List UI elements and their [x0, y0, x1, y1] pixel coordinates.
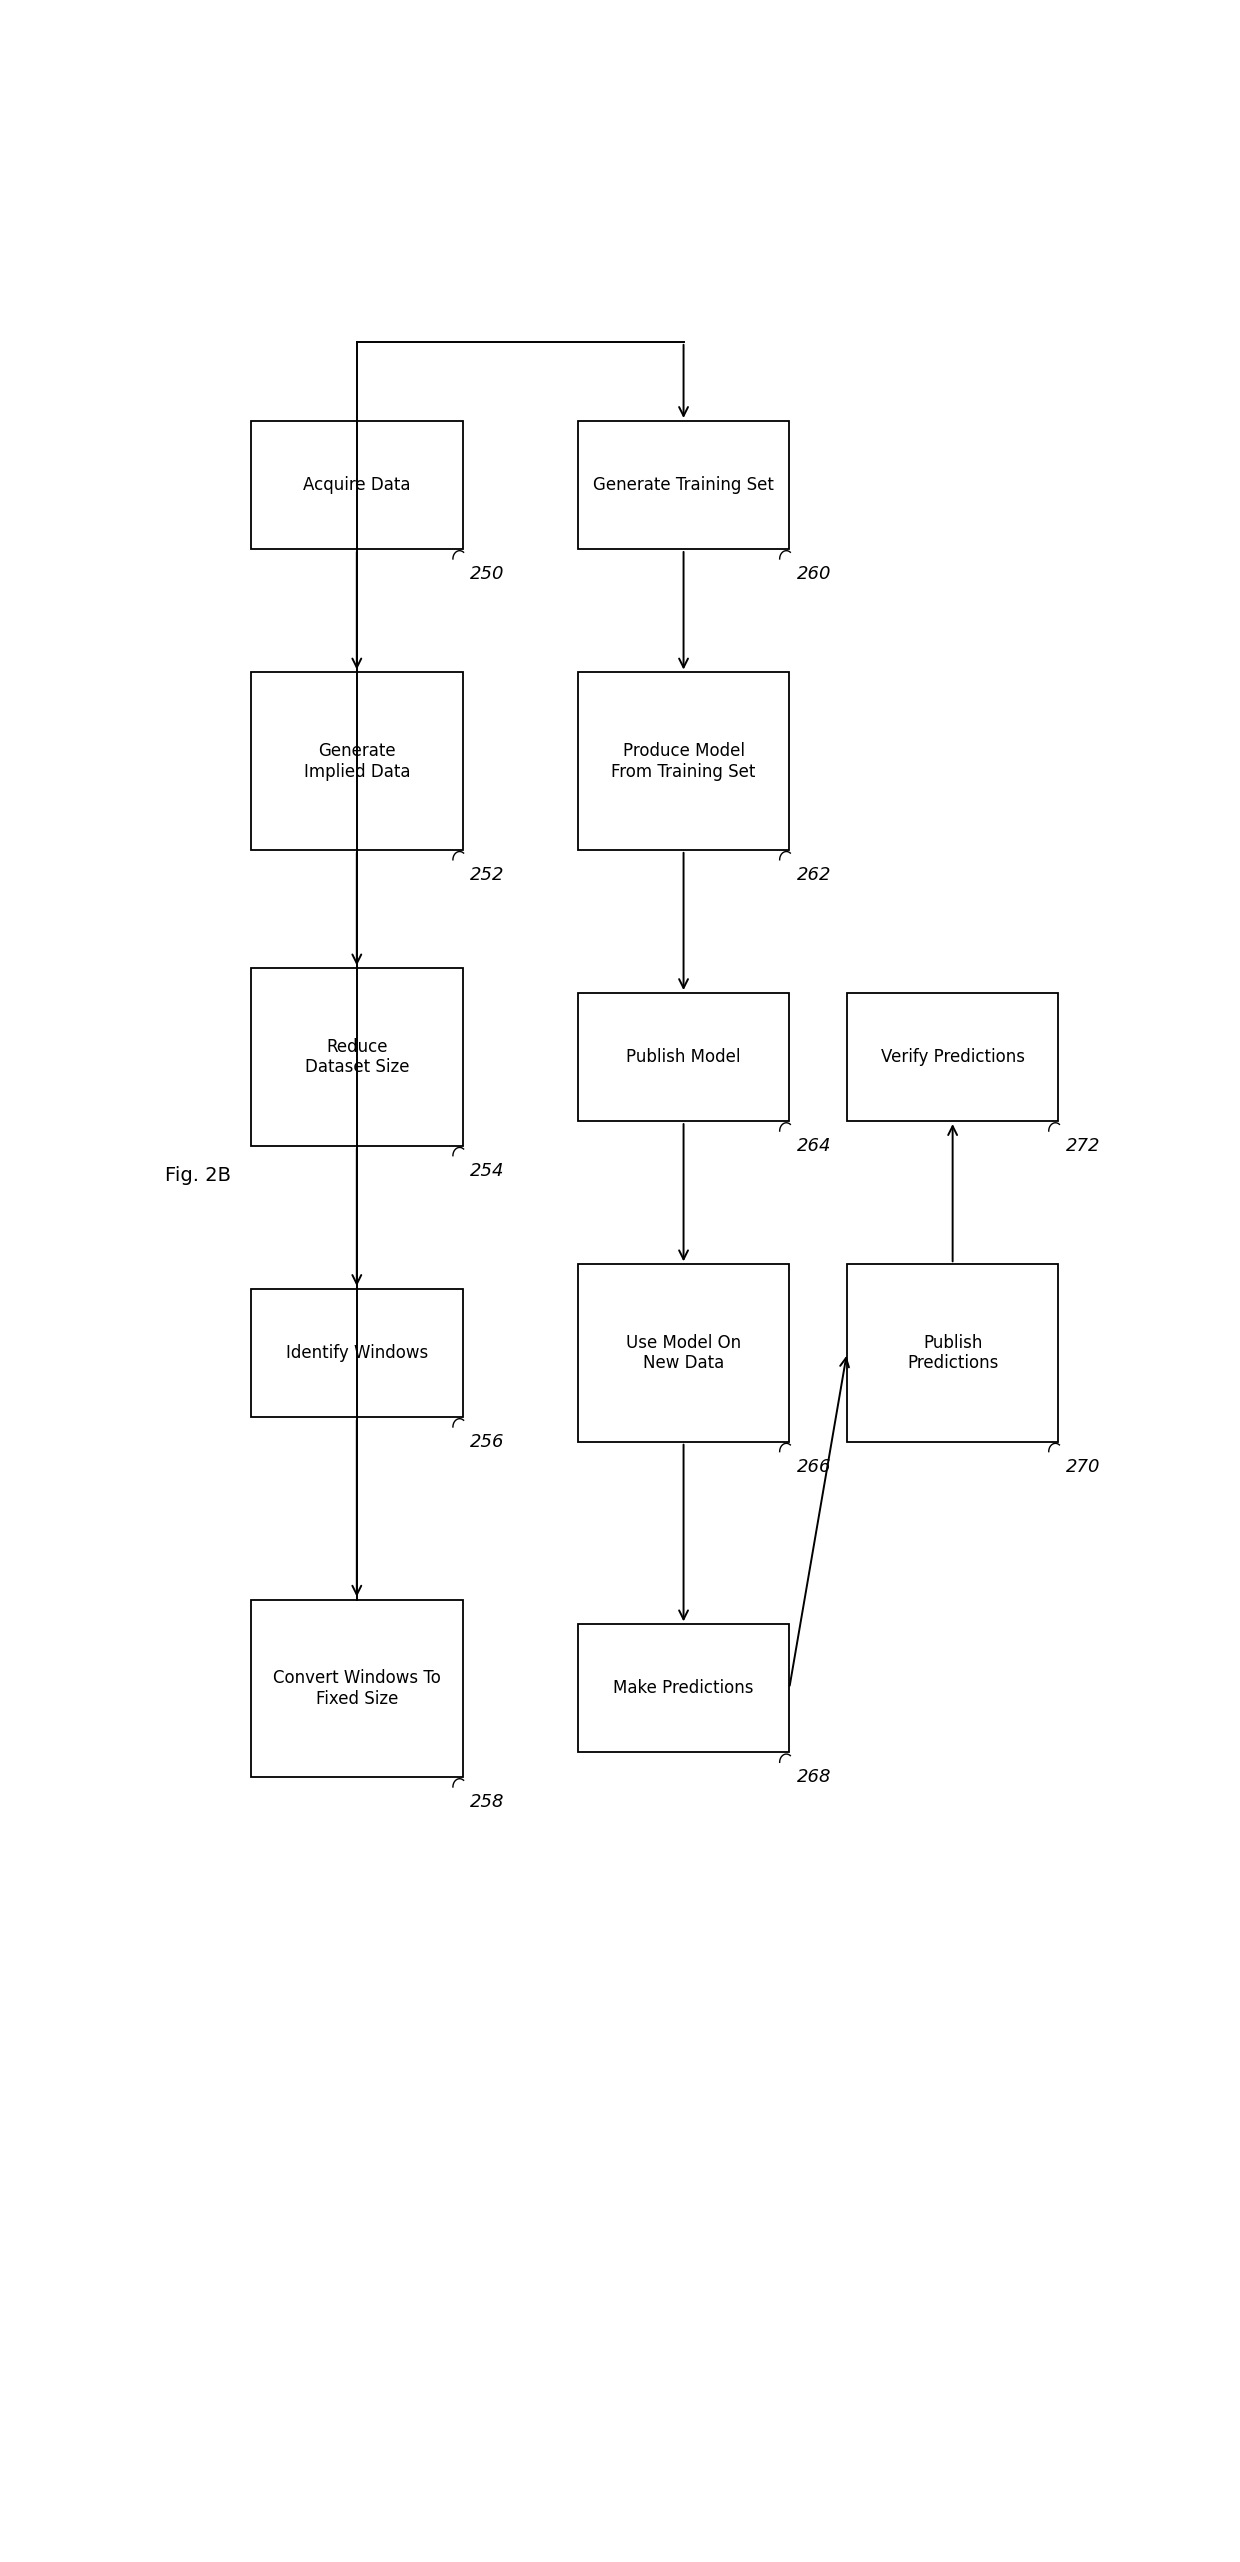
Text: 270: 270	[1066, 1458, 1101, 1476]
Text: Publish Model: Publish Model	[626, 1048, 740, 1066]
Text: 266: 266	[797, 1458, 832, 1476]
FancyBboxPatch shape	[578, 994, 789, 1122]
Text: Acquire Data: Acquire Data	[303, 477, 410, 494]
Text: 262: 262	[797, 866, 832, 884]
Text: Publish
Predictions: Publish Predictions	[906, 1335, 998, 1373]
FancyBboxPatch shape	[250, 1599, 463, 1778]
Text: Verify Predictions: Verify Predictions	[880, 1048, 1024, 1066]
Text: Generate
Implied Data: Generate Implied Data	[304, 743, 410, 781]
Text: 260: 260	[797, 564, 832, 584]
FancyBboxPatch shape	[250, 1289, 463, 1417]
Text: 272: 272	[1066, 1138, 1101, 1155]
Text: 250: 250	[470, 564, 505, 584]
Text: 254: 254	[470, 1161, 505, 1179]
FancyBboxPatch shape	[578, 1624, 789, 1752]
Text: 256: 256	[470, 1432, 505, 1450]
Text: 252: 252	[470, 866, 505, 884]
Text: 258: 258	[470, 1793, 505, 1811]
Text: Reduce
Dataset Size: Reduce Dataset Size	[305, 1038, 409, 1076]
Text: Identify Windows: Identify Windows	[285, 1345, 428, 1363]
FancyBboxPatch shape	[250, 420, 463, 548]
FancyBboxPatch shape	[847, 994, 1058, 1122]
FancyBboxPatch shape	[578, 1263, 789, 1442]
Text: Fig. 2B: Fig. 2B	[165, 1166, 231, 1186]
Text: Use Model On
New Data: Use Model On New Data	[626, 1335, 742, 1373]
FancyBboxPatch shape	[250, 671, 463, 851]
Text: Generate Training Set: Generate Training Set	[593, 477, 774, 494]
FancyBboxPatch shape	[578, 420, 789, 548]
Text: 268: 268	[797, 1768, 832, 1786]
Text: Produce Model
From Training Set: Produce Model From Training Set	[611, 743, 755, 781]
FancyBboxPatch shape	[847, 1263, 1058, 1442]
Text: 264: 264	[797, 1138, 832, 1155]
FancyBboxPatch shape	[250, 968, 463, 1145]
FancyBboxPatch shape	[578, 671, 789, 851]
Text: Make Predictions: Make Predictions	[614, 1678, 754, 1699]
Text: Convert Windows To
Fixed Size: Convert Windows To Fixed Size	[273, 1668, 440, 1709]
